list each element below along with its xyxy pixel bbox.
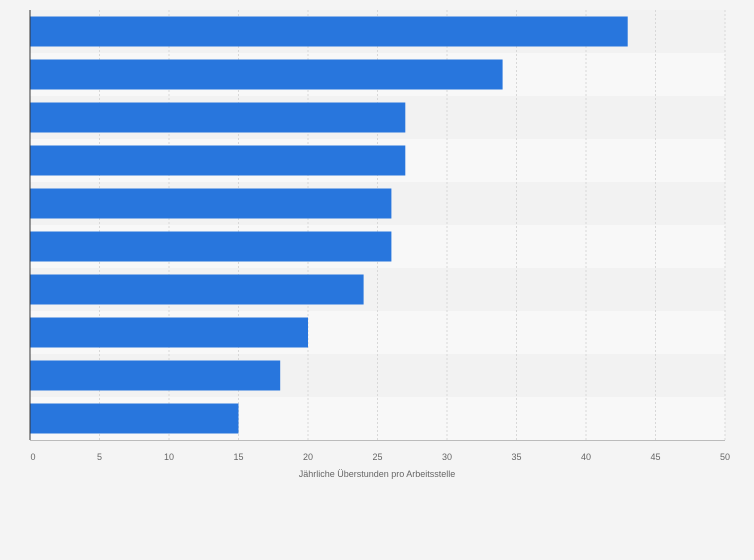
- bar: [30, 231, 392, 262]
- x-tick-label: 25: [372, 452, 382, 462]
- x-tick-label: 5: [97, 452, 102, 462]
- x-tick-label: 10: [164, 452, 174, 462]
- x-tick-label: 0: [30, 452, 35, 462]
- axes: [29, 10, 725, 441]
- bar: [30, 59, 503, 90]
- bars: [30, 16, 628, 434]
- x-tick-label: 20: [303, 452, 313, 462]
- bar: [30, 16, 628, 47]
- x-tick-label: 45: [650, 452, 660, 462]
- x-tick-label: 40: [581, 452, 591, 462]
- bar: [30, 360, 281, 391]
- x-tick-label: 35: [511, 452, 521, 462]
- x-tick-label: 30: [442, 452, 452, 462]
- bar: [30, 274, 364, 305]
- bar: [30, 188, 392, 219]
- bar: [30, 102, 406, 133]
- x-tick-label: 50: [720, 452, 730, 462]
- bar: [30, 317, 308, 348]
- bar: [30, 145, 406, 176]
- x-axis-title: Jährliche Überstunden pro Arbeitsstelle: [299, 469, 456, 479]
- x-tick-label: 15: [233, 452, 243, 462]
- x-tick-labels: 0 5 10 15 20 25 30 35 40 45 50: [30, 452, 730, 462]
- bar: [30, 403, 239, 434]
